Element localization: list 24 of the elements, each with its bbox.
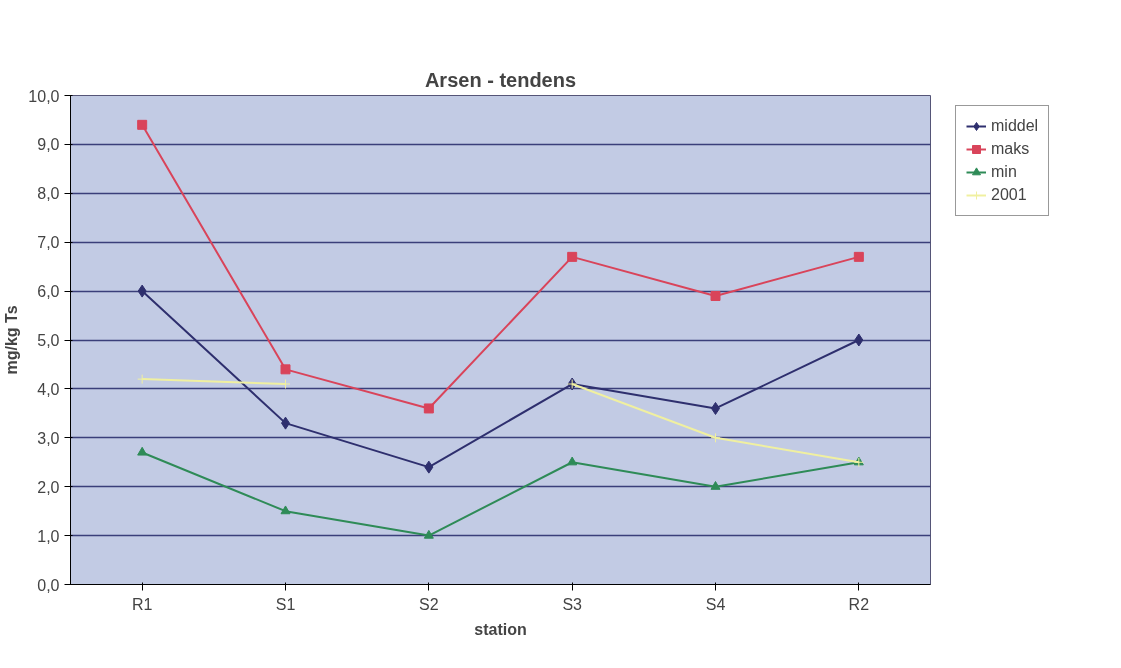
x-tick-label: R2 <box>848 595 870 613</box>
y-axis-title: mg/kg Ts <box>3 305 21 375</box>
y-tick-label: 7,0 <box>37 234 60 252</box>
x-axis-title: station <box>474 620 527 638</box>
y-tick-label: 8,0 <box>37 185 60 203</box>
legend-label: 2001 <box>991 186 1027 204</box>
y-tick-label: 1,0 <box>37 527 60 545</box>
x-tick-label: S1 <box>275 595 296 613</box>
legend-label: min <box>991 163 1017 181</box>
y-tick-label: 3,0 <box>37 429 60 447</box>
y-tick-label: 5,0 <box>37 332 60 349</box>
y-tick-label: 0,0 <box>37 576 60 594</box>
legend-label: middel <box>991 117 1039 135</box>
y-tick-label: 10,0 <box>28 87 60 105</box>
y-tick-label: 6,0 <box>37 283 60 301</box>
legend-label: maks <box>991 140 1030 158</box>
x-tick-label: R1 <box>131 595 153 613</box>
x-tick-label: S4 <box>705 595 726 613</box>
y-tick-label: 2,0 <box>37 478 60 496</box>
chart-title: Arsen - tendens <box>424 68 577 91</box>
x-tick-label: S3 <box>562 595 583 613</box>
x-tick-label: S2 <box>419 595 439 613</box>
y-tick-label: 4,0 <box>37 380 60 398</box>
y-tick-label: 9,0 <box>37 136 60 154</box>
